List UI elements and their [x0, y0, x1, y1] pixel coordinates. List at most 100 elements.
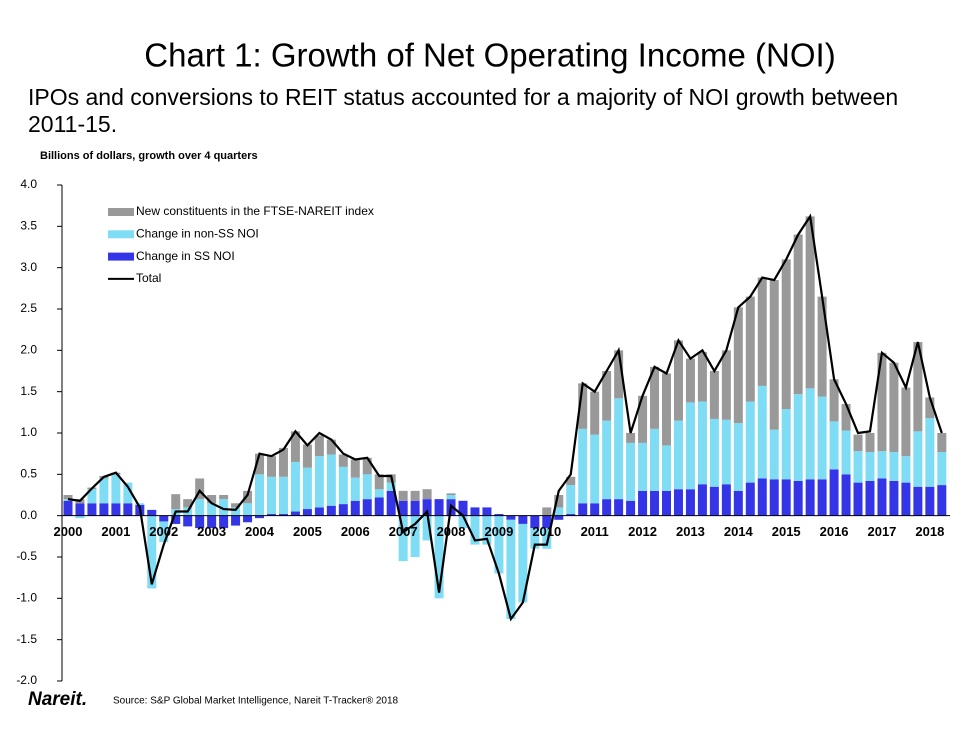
bar-segment [697, 351, 707, 402]
bar-segment [673, 340, 683, 421]
bar-segment [937, 485, 947, 516]
x-tick-label: 2008 [437, 524, 466, 539]
bar-segment [925, 397, 935, 419]
bar-segment [685, 358, 695, 403]
bar-segment [805, 479, 815, 516]
bar-segment [278, 514, 288, 516]
bar-segment [195, 478, 205, 500]
bar-segment [913, 486, 923, 516]
y-tick-label: -1.5 [16, 632, 37, 646]
bar-segment [362, 457, 372, 475]
bar-segment [255, 474, 265, 516]
bar-segment [75, 503, 85, 516]
bar-segment [530, 528, 540, 549]
bar-segment [231, 507, 241, 516]
bar-segment [889, 362, 899, 453]
bar-segment [518, 523, 528, 603]
bar-segment [386, 490, 396, 516]
bar-segment [434, 499, 444, 516]
bar-segment [650, 490, 660, 516]
bar-segment [302, 509, 312, 516]
bar-segment [590, 503, 600, 516]
bar-segment [685, 489, 695, 516]
bar-segment [470, 515, 480, 545]
bar-segment [362, 499, 372, 516]
bar-segment [278, 476, 288, 515]
y-tick-label: 2.0 [20, 343, 37, 357]
bar-segment [255, 453, 265, 475]
bar-segment [554, 507, 564, 516]
bar-segment [578, 383, 588, 429]
bar-segment [877, 451, 887, 479]
bar-segment [542, 515, 552, 529]
bar-segment [314, 507, 324, 516]
y-tick-label: 3.5 [20, 219, 37, 233]
bar-segment [626, 500, 636, 516]
bar-segment [662, 445, 671, 491]
x-tick-label: 2007 [389, 524, 418, 539]
bar-segment [721, 484, 731, 516]
bar-segment [398, 490, 408, 501]
y-tick-label: 1.5 [20, 384, 37, 398]
x-tick-label: 2014 [724, 524, 754, 539]
bar-segment [733, 490, 743, 516]
bar-segment [913, 342, 923, 432]
bar-segment [314, 435, 324, 457]
bar-segment [614, 350, 624, 399]
bar-segment [207, 495, 217, 504]
y-tick-label: 3.0 [20, 260, 37, 274]
bar-segment [111, 474, 121, 504]
bar-segment [446, 493, 456, 495]
bar-segment [697, 401, 707, 485]
bar-segment [877, 352, 887, 452]
bar-segment [219, 499, 229, 516]
bar-segment [338, 466, 348, 505]
bar-segment [829, 469, 839, 516]
bar-segment [614, 499, 624, 516]
bar-segment [937, 433, 947, 453]
bar-segment [602, 499, 612, 516]
legend-label: Change in non-SS NOI [136, 226, 259, 240]
bar-segment [231, 503, 241, 508]
bar-segment [614, 398, 624, 500]
bar-segment [183, 515, 193, 527]
bar-segment [410, 500, 420, 516]
bar-segment [889, 452, 899, 481]
bar-segment [937, 452, 947, 486]
bar-segment [901, 387, 911, 457]
bar-segment [518, 515, 528, 524]
x-tick-label: 2009 [484, 524, 513, 539]
bar-segment [482, 507, 492, 516]
bar-segment [733, 307, 743, 424]
bar-segment [398, 515, 408, 562]
bar-segment [219, 495, 229, 500]
bar-segment [458, 515, 468, 529]
logo: Nareit. [28, 689, 87, 710]
bar-segment [147, 509, 157, 516]
y-tick-label: -1.0 [16, 591, 37, 605]
bar-segment [889, 480, 899, 516]
bar-segment [913, 431, 923, 487]
bar-segment [290, 431, 300, 462]
bar-segment [566, 485, 576, 515]
bar-segment [745, 482, 755, 516]
bar-segment [566, 476, 576, 486]
bar-segment [314, 456, 324, 508]
bar-segment [374, 489, 384, 498]
bar-segment [147, 515, 157, 589]
x-tick-label: 2005 [293, 524, 322, 539]
bar-segment [87, 503, 97, 516]
bar-segment [602, 420, 612, 500]
bar-segment [901, 482, 911, 516]
bar-segment [278, 447, 288, 477]
bar-segment [75, 515, 85, 519]
bar-segment [99, 503, 109, 516]
bar-segment [757, 478, 767, 516]
bar-segment [853, 482, 863, 516]
bar-segment [207, 503, 217, 516]
bar-segment [673, 489, 683, 516]
bar-segment [805, 216, 815, 389]
bar-segment [793, 394, 803, 481]
y-axis-label: Billions of dollars, growth over 4 quart… [40, 150, 258, 162]
bar-segment [410, 490, 420, 501]
